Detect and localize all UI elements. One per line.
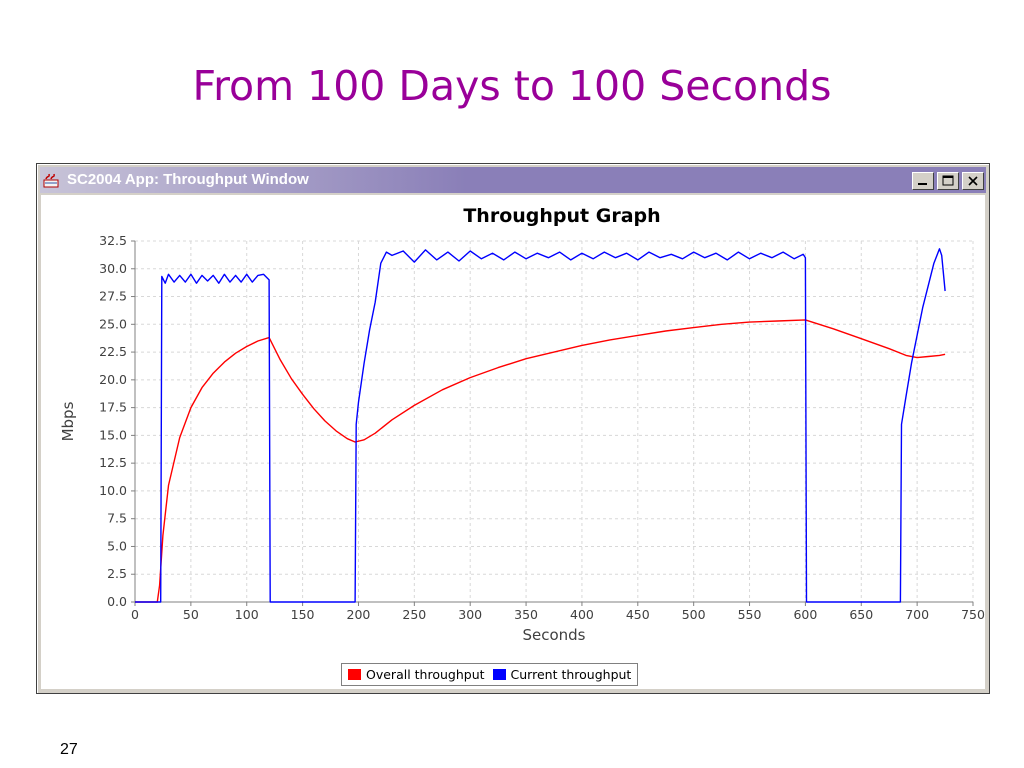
x-tick-label: 250 <box>402 607 426 622</box>
x-tick-label: 500 <box>682 607 706 622</box>
minimize-icon <box>918 183 927 185</box>
legend-label-overall: Overall throughput <box>366 667 485 682</box>
y-tick-label: 32.5 <box>99 233 127 248</box>
maximize-button[interactable] <box>937 172 959 190</box>
y-tick-label: 27.5 <box>99 289 127 304</box>
legend-item-overall: Overall throughput <box>348 667 485 682</box>
y-tick-label: 15.0 <box>99 427 127 442</box>
x-tick-label: 450 <box>626 607 650 622</box>
x-tick-label: 100 <box>235 607 259 622</box>
series-line-overall <box>135 319 946 603</box>
chart-legend: Overall throughput Current throughput <box>341 663 639 686</box>
x-tick-label: 550 <box>738 607 762 622</box>
x-axis-label: Seconds <box>522 626 585 644</box>
plot-area <box>135 241 973 602</box>
chart-title: Throughput Graph <box>463 205 660 227</box>
throughput-window: SC2004 App: Throughput Window 0 50 100 150 2… <box>36 163 990 694</box>
maximize-icon <box>942 175 954 186</box>
y-tick-label: 17.5 <box>99 400 127 415</box>
x-tick-label: 700 <box>905 607 929 622</box>
y-tick-label: 25.0 <box>99 316 127 331</box>
series-line-current <box>135 248 946 603</box>
window-title: SC2004 App: Throughput Window <box>67 171 309 188</box>
close-button[interactable] <box>962 172 984 190</box>
throughput-chart: 0 50 100 150 200 250 300 350 400 450 500 550 600 650 7… <box>59 205 985 644</box>
slide-title: From 100 Days to 100 Seconds <box>192 62 832 110</box>
close-icon <box>968 176 978 186</box>
x-tick-label: 600 <box>793 607 817 622</box>
y-tick-label: 12.5 <box>99 455 127 470</box>
x-tick-label: 0 <box>131 607 139 622</box>
x-tick-label: 50 <box>183 607 199 622</box>
chart-panel: 0 50 100 150 200 250 300 350 400 450 500 550 600 650 7… <box>41 195 985 689</box>
y-tick-label: 5.0 <box>107 538 127 553</box>
y-tick-label: 30.0 <box>99 261 127 276</box>
legend-item-current: Current throughput <box>492 667 632 682</box>
legend-swatch-overall <box>348 669 361 680</box>
x-tick-label: 350 <box>514 607 538 622</box>
java-app-icon <box>43 172 59 188</box>
y-tick-label: 22.5 <box>99 344 127 359</box>
y-tick-label: 10.0 <box>99 483 127 498</box>
legend-label-current: Current throughput <box>510 667 632 682</box>
y-tick-label: 20.0 <box>99 372 127 387</box>
x-tick-label: 200 <box>347 607 371 622</box>
x-tick-label: 650 <box>849 607 873 622</box>
window-titlebar[interactable]: SC2004 App: Throughput Window <box>40 167 986 193</box>
minimize-button[interactable] <box>912 172 934 190</box>
y-tick-label: 2.5 <box>107 566 127 581</box>
y-tick-label: 0.0 <box>107 594 127 609</box>
legend-swatch-current <box>492 669 506 680</box>
x-tick-label: 150 <box>291 607 315 622</box>
x-tick-label: 300 <box>458 607 482 622</box>
y-axis-label: Mbps <box>59 401 77 441</box>
x-tick-label: 400 <box>570 607 594 622</box>
y-tick-label: 7.5 <box>107 511 127 526</box>
slide-number: 27 <box>60 741 78 758</box>
x-tick-label: 750 <box>961 607 985 622</box>
